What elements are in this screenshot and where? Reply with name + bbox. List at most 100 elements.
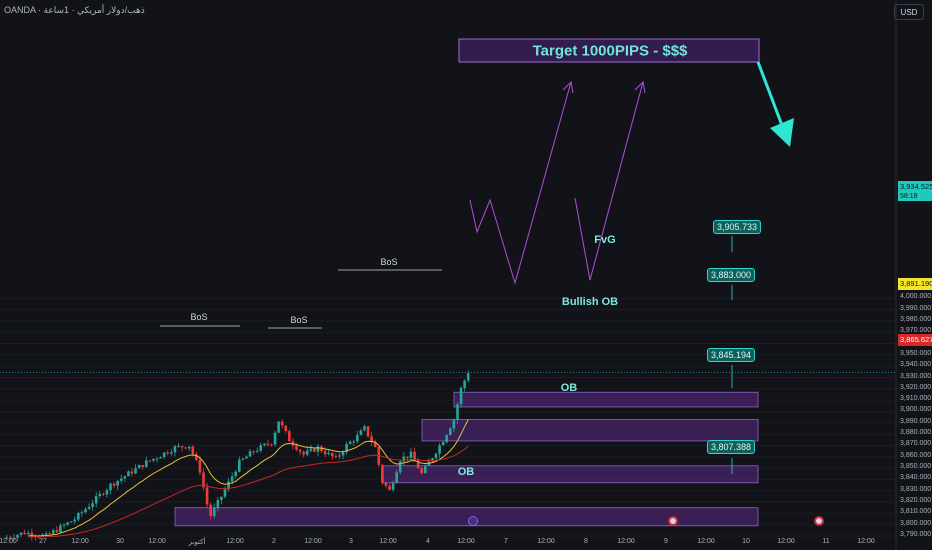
price-label-1: 3,905.733	[712, 220, 762, 234]
candle-body	[459, 387, 463, 405]
currency-button[interactable]: USD	[894, 4, 924, 20]
candle-body	[173, 446, 177, 453]
candle-body	[434, 453, 438, 459]
candle-body	[280, 421, 284, 426]
candle-body	[48, 533, 52, 535]
candle-body	[384, 482, 388, 486]
price-tick-label: 4,000.000	[900, 293, 932, 301]
target-box	[458, 38, 760, 63]
candle-body	[198, 459, 202, 473]
candle-body	[456, 404, 459, 420]
candle-body	[334, 456, 338, 458]
candle-body	[184, 447, 187, 449]
candle-body	[55, 530, 59, 533]
price-tick-label: 3,890.000	[900, 417, 932, 425]
price-tick-label: 3,870.000	[900, 440, 932, 448]
candle-body	[366, 426, 370, 437]
candle-body	[252, 451, 255, 453]
candle-body	[402, 456, 406, 462]
candle-body	[187, 446, 191, 449]
projection-arrowhead-2	[634, 80, 646, 94]
candle-body	[69, 521, 73, 523]
candle-body	[177, 445, 180, 447]
ob-label-1: OB	[560, 382, 578, 394]
candle-body	[227, 481, 230, 490]
candle-body	[26, 532, 30, 535]
time-tick-label: 11	[822, 538, 830, 545]
candle-body	[234, 471, 238, 477]
candle-body	[19, 532, 23, 535]
candle-body	[431, 458, 434, 462]
candle-body	[230, 476, 234, 482]
current-price: 3,934.525	[900, 182, 932, 191]
price-tick-label: 3,930.000	[900, 372, 932, 380]
price-tick-label: 3,980.000	[900, 315, 932, 323]
price-tick-label: 3,970.000	[900, 327, 932, 335]
time-tick-label: أكتوبر	[188, 539, 206, 546]
ob-zone-2	[174, 507, 759, 527]
event-icon-us-flag-1[interactable]	[668, 516, 678, 526]
time-tick-label: 4	[426, 538, 430, 545]
candle-body	[295, 445, 298, 450]
candle-body	[273, 432, 277, 445]
ema-slow-price-tag: 3,865.627	[898, 334, 932, 346]
candle-body	[223, 489, 227, 497]
candle-body	[323, 451, 327, 455]
symbol-header: OANDA · ذهب/دولار أمريكي · 1ساعة	[4, 5, 145, 15]
time-tick-label: 12:00	[304, 538, 322, 545]
candle-body	[112, 483, 116, 486]
time-tick-label: 27	[39, 538, 47, 545]
candle-body	[241, 458, 245, 460]
candle-body	[377, 447, 381, 465]
ema-fast-price-tag: 3,891.190	[898, 278, 932, 290]
candle-body	[127, 471, 130, 477]
candle-body	[438, 445, 441, 454]
candle-body	[373, 442, 377, 448]
candle-body	[309, 448, 313, 451]
time-tick-label: 12:00	[697, 538, 715, 545]
time-tick-label: 30	[116, 538, 124, 545]
candle-body	[463, 380, 466, 388]
projection-path-1	[469, 81, 572, 285]
candle-body	[109, 483, 112, 491]
candle-body	[23, 532, 26, 535]
candle-body	[298, 449, 302, 452]
bullish-ob-zone	[421, 419, 759, 442]
bos-label-3: BoS	[380, 257, 398, 267]
candle-body	[9, 537, 12, 539]
price-tick-label: 3,800.000	[900, 519, 932, 527]
candle-body	[348, 441, 352, 445]
candle-body	[62, 524, 66, 526]
ob-zone-1	[381, 465, 759, 484]
price-label-4: 3,807.388	[706, 440, 756, 454]
time-tick-label: 10	[742, 538, 750, 545]
candle-body	[409, 451, 413, 458]
candle-body	[423, 465, 427, 474]
candle-body	[44, 533, 48, 535]
candle-body	[134, 468, 137, 474]
time-tick-label: 12:00	[379, 538, 397, 545]
candle-body	[305, 450, 309, 455]
candle-body	[155, 458, 159, 460]
candle-body	[416, 460, 420, 469]
candle-body	[12, 537, 16, 539]
ema-slow-line	[28, 445, 469, 538]
time-tick-label: 12:00	[857, 538, 875, 545]
price-tick-label: 3,850.000	[900, 463, 932, 471]
candle-body	[59, 525, 62, 533]
candle-body	[327, 452, 331, 455]
price-label-2: 3,883.000	[706, 268, 756, 282]
candle-body	[288, 431, 291, 442]
candle-body	[51, 530, 55, 534]
candle-body	[277, 421, 280, 433]
candle-body	[119, 478, 123, 481]
time-tick-label: 7	[504, 538, 508, 545]
price-tick-label: 3,940.000	[900, 361, 932, 369]
candle-body	[359, 430, 363, 435]
candle-body	[302, 451, 305, 455]
event-icon-us-flag-2[interactable]	[814, 516, 824, 526]
event-icon-lightning[interactable]	[468, 516, 478, 526]
candle-body	[395, 472, 398, 483]
candle-body	[284, 425, 288, 432]
